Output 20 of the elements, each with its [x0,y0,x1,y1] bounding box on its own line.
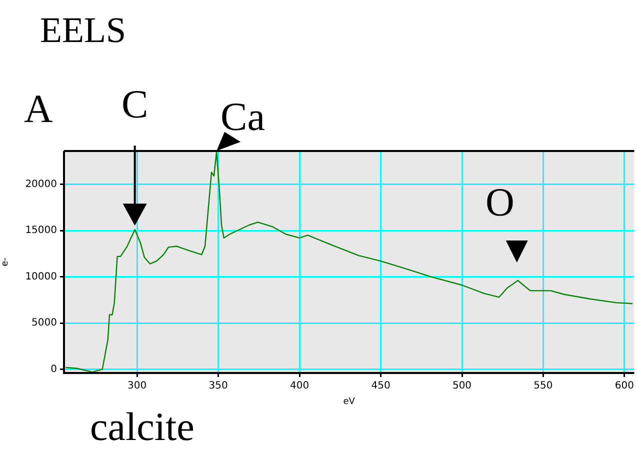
annotation: O [485,180,514,224]
chart-title: EELS [40,10,126,50]
x-tick-label: 400 [290,380,310,392]
text: A [24,86,53,131]
x-tick-label: 350 [208,380,228,392]
y-axis-title: e- [0,258,11,266]
y-tick-label: 20000 [25,178,57,190]
annotation: Ca [220,94,266,139]
x-tick-label: 550 [534,380,553,392]
annotation: C [121,82,148,127]
text: calcite [90,404,194,449]
x-axis-title: eV [343,396,356,407]
x-tick-label: 300 [128,380,147,392]
x-tick-label: 600 [614,380,634,392]
y-tick-label: 5000 [32,318,57,329]
y-tick-label: 10000 [25,271,57,282]
y-tick-label: 0 [50,364,57,375]
x-tick-label: 500 [452,380,472,392]
y-tick-label: 15000 [25,225,57,236]
x-tick-label: 450 [371,380,390,392]
